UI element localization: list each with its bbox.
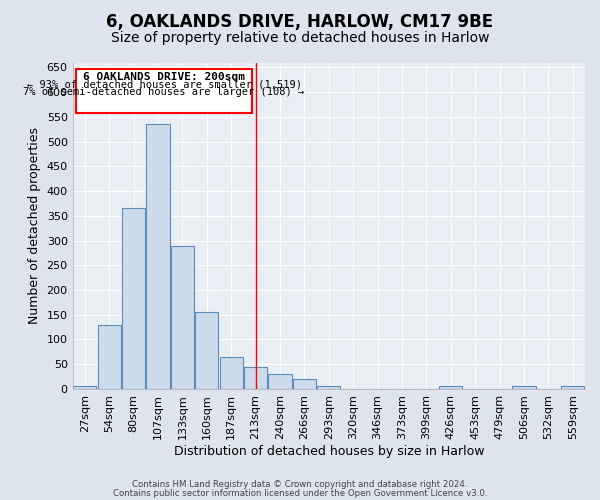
Bar (98, 324, 121, 389)
X-axis label: Distribution of detached houses by size in Harlow: Distribution of detached houses by size … (173, 444, 484, 458)
Bar (146, 124, 170, 389)
Bar (268, 374, 292, 389)
Text: 6 OAKLANDS DRIVE: 200sqm: 6 OAKLANDS DRIVE: 200sqm (83, 72, 245, 83)
Bar (561, 386, 584, 389)
Bar (293, 379, 316, 389)
Text: 7% of semi-detached houses are larger (108) →: 7% of semi-detached houses are larger (1… (23, 87, 305, 97)
Bar (171, 246, 194, 389)
Bar (439, 386, 463, 389)
Bar (244, 366, 267, 389)
Bar (122, 208, 145, 389)
Text: ← 93% of detached houses are smaller (1,519): ← 93% of detached houses are smaller (1,… (26, 80, 302, 90)
Bar (195, 312, 218, 389)
Bar (73, 386, 97, 389)
Text: Contains HM Land Registry data © Crown copyright and database right 2024.: Contains HM Land Registry data © Crown c… (132, 480, 468, 489)
Y-axis label: Number of detached properties: Number of detached properties (28, 127, 41, 324)
Bar (512, 386, 536, 389)
Bar (220, 357, 243, 389)
FancyBboxPatch shape (76, 69, 252, 113)
Text: 6, OAKLANDS DRIVE, HARLOW, CM17 9BE: 6, OAKLANDS DRIVE, HARLOW, CM17 9BE (106, 12, 494, 30)
Text: Contains public sector information licensed under the Open Government Licence v3: Contains public sector information licen… (113, 488, 487, 498)
Text: Size of property relative to detached houses in Harlow: Size of property relative to detached ho… (111, 31, 489, 45)
Bar (317, 386, 340, 389)
